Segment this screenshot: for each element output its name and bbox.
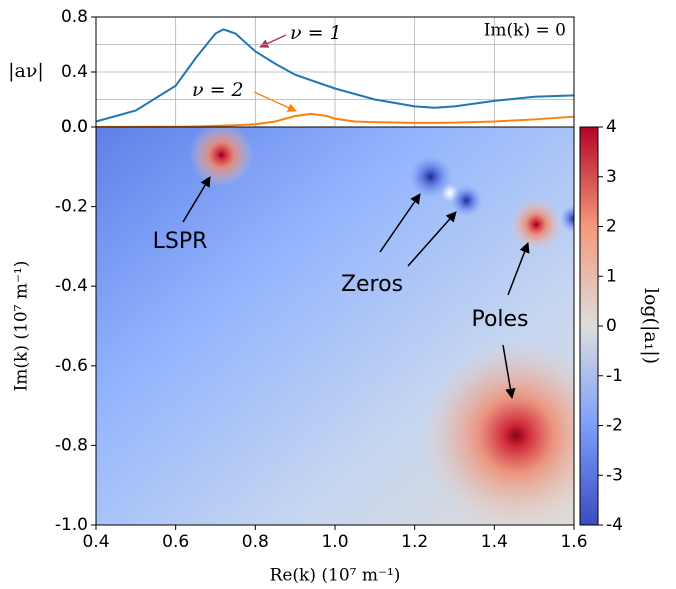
y-tick-label: 0.4 (61, 62, 88, 82)
colorbar-tick-label: -4 (606, 515, 623, 535)
annotation: Zeros (341, 272, 403, 297)
annotation: LSPR (153, 229, 208, 254)
line (95, 112, 575, 128)
pole (510, 198, 563, 251)
y-tick-label: -0.6 (55, 356, 88, 376)
colorbar-tick-label: -2 (606, 416, 623, 436)
y-tick-label: -0.8 (55, 435, 88, 455)
colorbar-tick-label: -1 (606, 366, 623, 386)
y-axis-label: Im(k) (10⁷ m⁻¹) (12, 261, 32, 392)
colorbar-tick-label: -3 (606, 465, 623, 485)
colorbar-tick-label: 4 (606, 117, 617, 137)
arrow (502, 344, 516, 400)
legend-label: ν = 2 (192, 79, 244, 101)
legend-label: ν = 1 (290, 22, 342, 44)
pole (189, 127, 254, 187)
x-tick-label: 1.4 (481, 532, 508, 552)
x-tick-label: 1.2 (401, 532, 428, 552)
colorbar-tick-label: 2 (606, 217, 617, 237)
zero (450, 184, 483, 217)
x-tick-label: 1.0 (321, 532, 348, 552)
annotation: Im(k) = 0 (484, 21, 566, 41)
x-tick-label: 0.8 (242, 532, 269, 552)
colorbar-tick-label: 1 (606, 266, 617, 286)
arrows (182, 176, 530, 400)
arrow (253, 91, 297, 112)
x-tick-label: 1.6 (560, 532, 587, 552)
arrow (182, 176, 211, 223)
x-axis-label: Re(k) (10⁷ m⁻¹) (270, 566, 401, 586)
colorbar-tick-label: 0 (606, 316, 617, 336)
y-tick-label: 0.0 (61, 117, 88, 137)
y-tick-label: -0.2 (55, 197, 88, 217)
colorbar (579, 126, 599, 526)
pole (421, 340, 574, 525)
arrow (259, 34, 287, 48)
arrow (507, 242, 530, 296)
y-tick-label: -0.4 (55, 276, 88, 296)
heatmap (189, 127, 574, 525)
x-tick-label: 0.6 (162, 532, 189, 552)
y-tick-label: 0.8 (61, 7, 88, 27)
zero (560, 204, 574, 233)
arrow (407, 211, 457, 267)
y-axis-label: |aν| (8, 60, 44, 82)
y-tick-label: 0.0 (61, 117, 88, 137)
zero (408, 154, 453, 199)
line (95, 28, 575, 123)
colorbar-label: log(|a₁|) (640, 288, 662, 364)
annotation: Poles (471, 307, 528, 332)
y-tick-label: -1.0 (55, 515, 88, 535)
x-tick-label: 0.4 (82, 532, 109, 552)
colorbar-tick-label: 3 (606, 167, 617, 187)
arrow (379, 193, 421, 253)
